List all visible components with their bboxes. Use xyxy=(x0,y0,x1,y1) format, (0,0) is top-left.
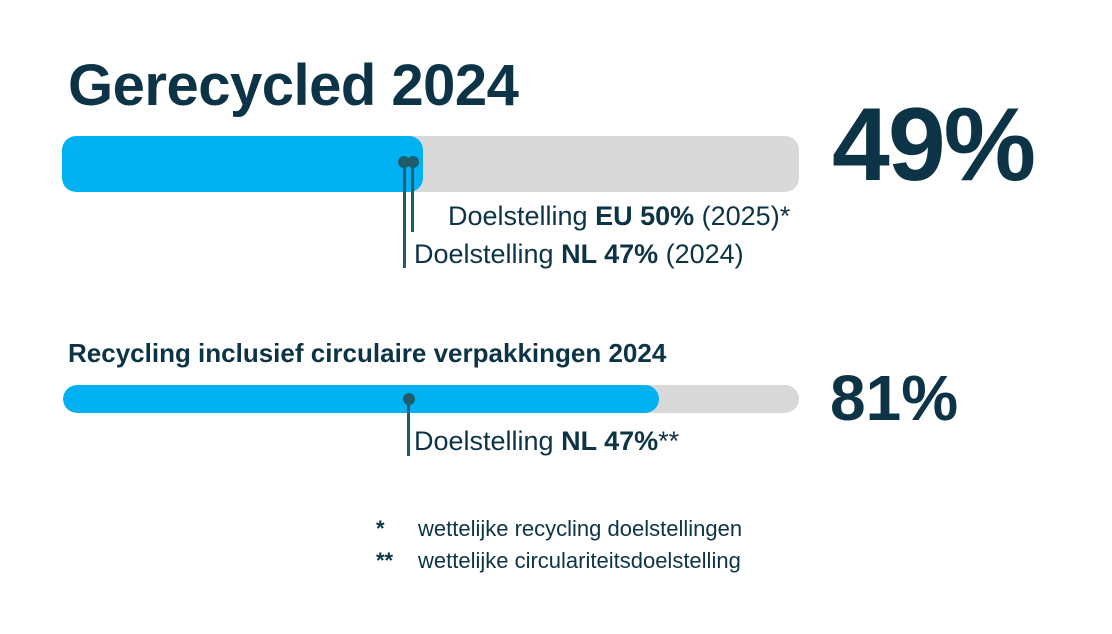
target-label-nl-circular: Doelstelling NL 47%** xyxy=(414,426,680,456)
target-marker-nl-circular xyxy=(407,399,411,456)
target-dot-nl xyxy=(398,156,411,168)
recycled-bar-track xyxy=(62,136,799,192)
target-dot-nl-circular xyxy=(402,393,415,405)
target-label-nl: Doelstelling NL 47% (2024) xyxy=(414,239,744,269)
recycled-percentage: 49% xyxy=(832,87,1036,203)
circular-bar-track xyxy=(63,385,799,413)
target-label-eu: Doelstelling EU 50% (2025)* xyxy=(448,201,791,231)
footnote-2: ** wettelijke circulariteitsdoelstelling xyxy=(376,548,741,573)
footnote-1: * wettelijke recycling doelstellingen xyxy=(376,516,743,541)
target-marker-eu xyxy=(411,162,414,232)
chart-title-recycled: Gerecycled 2024 xyxy=(68,53,519,118)
recycled-bar-fill xyxy=(62,136,424,192)
circular-percentage: 81% xyxy=(830,362,959,434)
chart-title-circular: Recycling inclusief circulaire verpakkin… xyxy=(68,338,667,368)
target-marker-nl xyxy=(402,162,406,268)
circular-bar-fill xyxy=(63,385,660,413)
